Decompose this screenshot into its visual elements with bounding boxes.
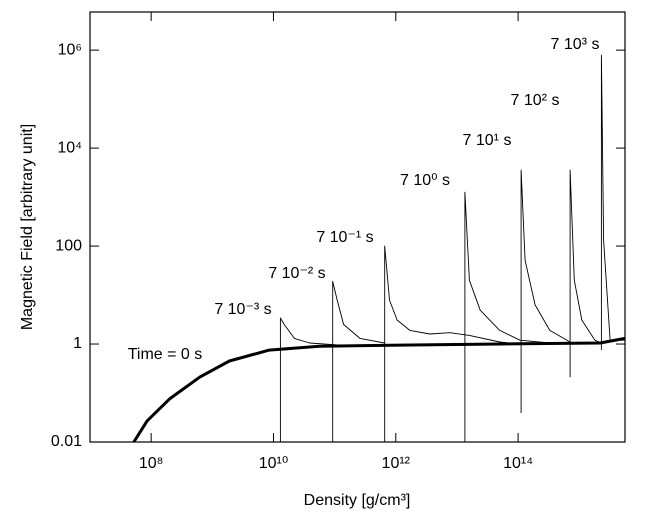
series-line xyxy=(569,169,602,378)
series-label: 7 10⁻³ s xyxy=(214,301,271,318)
x-axis-label: Density [g/cm³] xyxy=(304,492,411,509)
y-tick-label: 100 xyxy=(55,237,82,254)
plot-frame xyxy=(89,11,626,443)
series-label: 7 10² s xyxy=(511,92,560,109)
series-line xyxy=(600,54,625,350)
y-tick-label: 0.01 xyxy=(51,433,82,450)
y-tick-label: 1 xyxy=(73,335,82,352)
x-tick-label: 10⁸ xyxy=(139,455,164,472)
series-label: 7 10⁻² s xyxy=(268,265,325,282)
series-label: 7 10⁻¹ s xyxy=(316,229,373,246)
series-line xyxy=(132,336,625,442)
series-line xyxy=(384,245,520,442)
x-tick-label: 10¹² xyxy=(382,455,411,472)
series-label: 7 10⁰ s xyxy=(400,172,450,189)
x-tick-label: 10¹⁰ xyxy=(259,455,289,472)
y-axis-label: Magnetic Field [arbitrary unit] xyxy=(19,124,36,330)
series-label: 7 10³ s xyxy=(551,36,600,53)
y-tick-label: 10⁶ xyxy=(58,41,82,58)
plot-area xyxy=(132,54,625,442)
x-tick-label: 10¹⁴ xyxy=(503,455,533,472)
series-line xyxy=(279,317,340,442)
series-label: 7 10¹ s xyxy=(463,132,512,149)
y-tick-label: 10⁴ xyxy=(57,139,82,156)
series-line xyxy=(464,191,550,442)
series-line xyxy=(332,280,385,442)
series-line xyxy=(520,169,571,413)
series-label: Time = 0 s xyxy=(128,346,203,363)
